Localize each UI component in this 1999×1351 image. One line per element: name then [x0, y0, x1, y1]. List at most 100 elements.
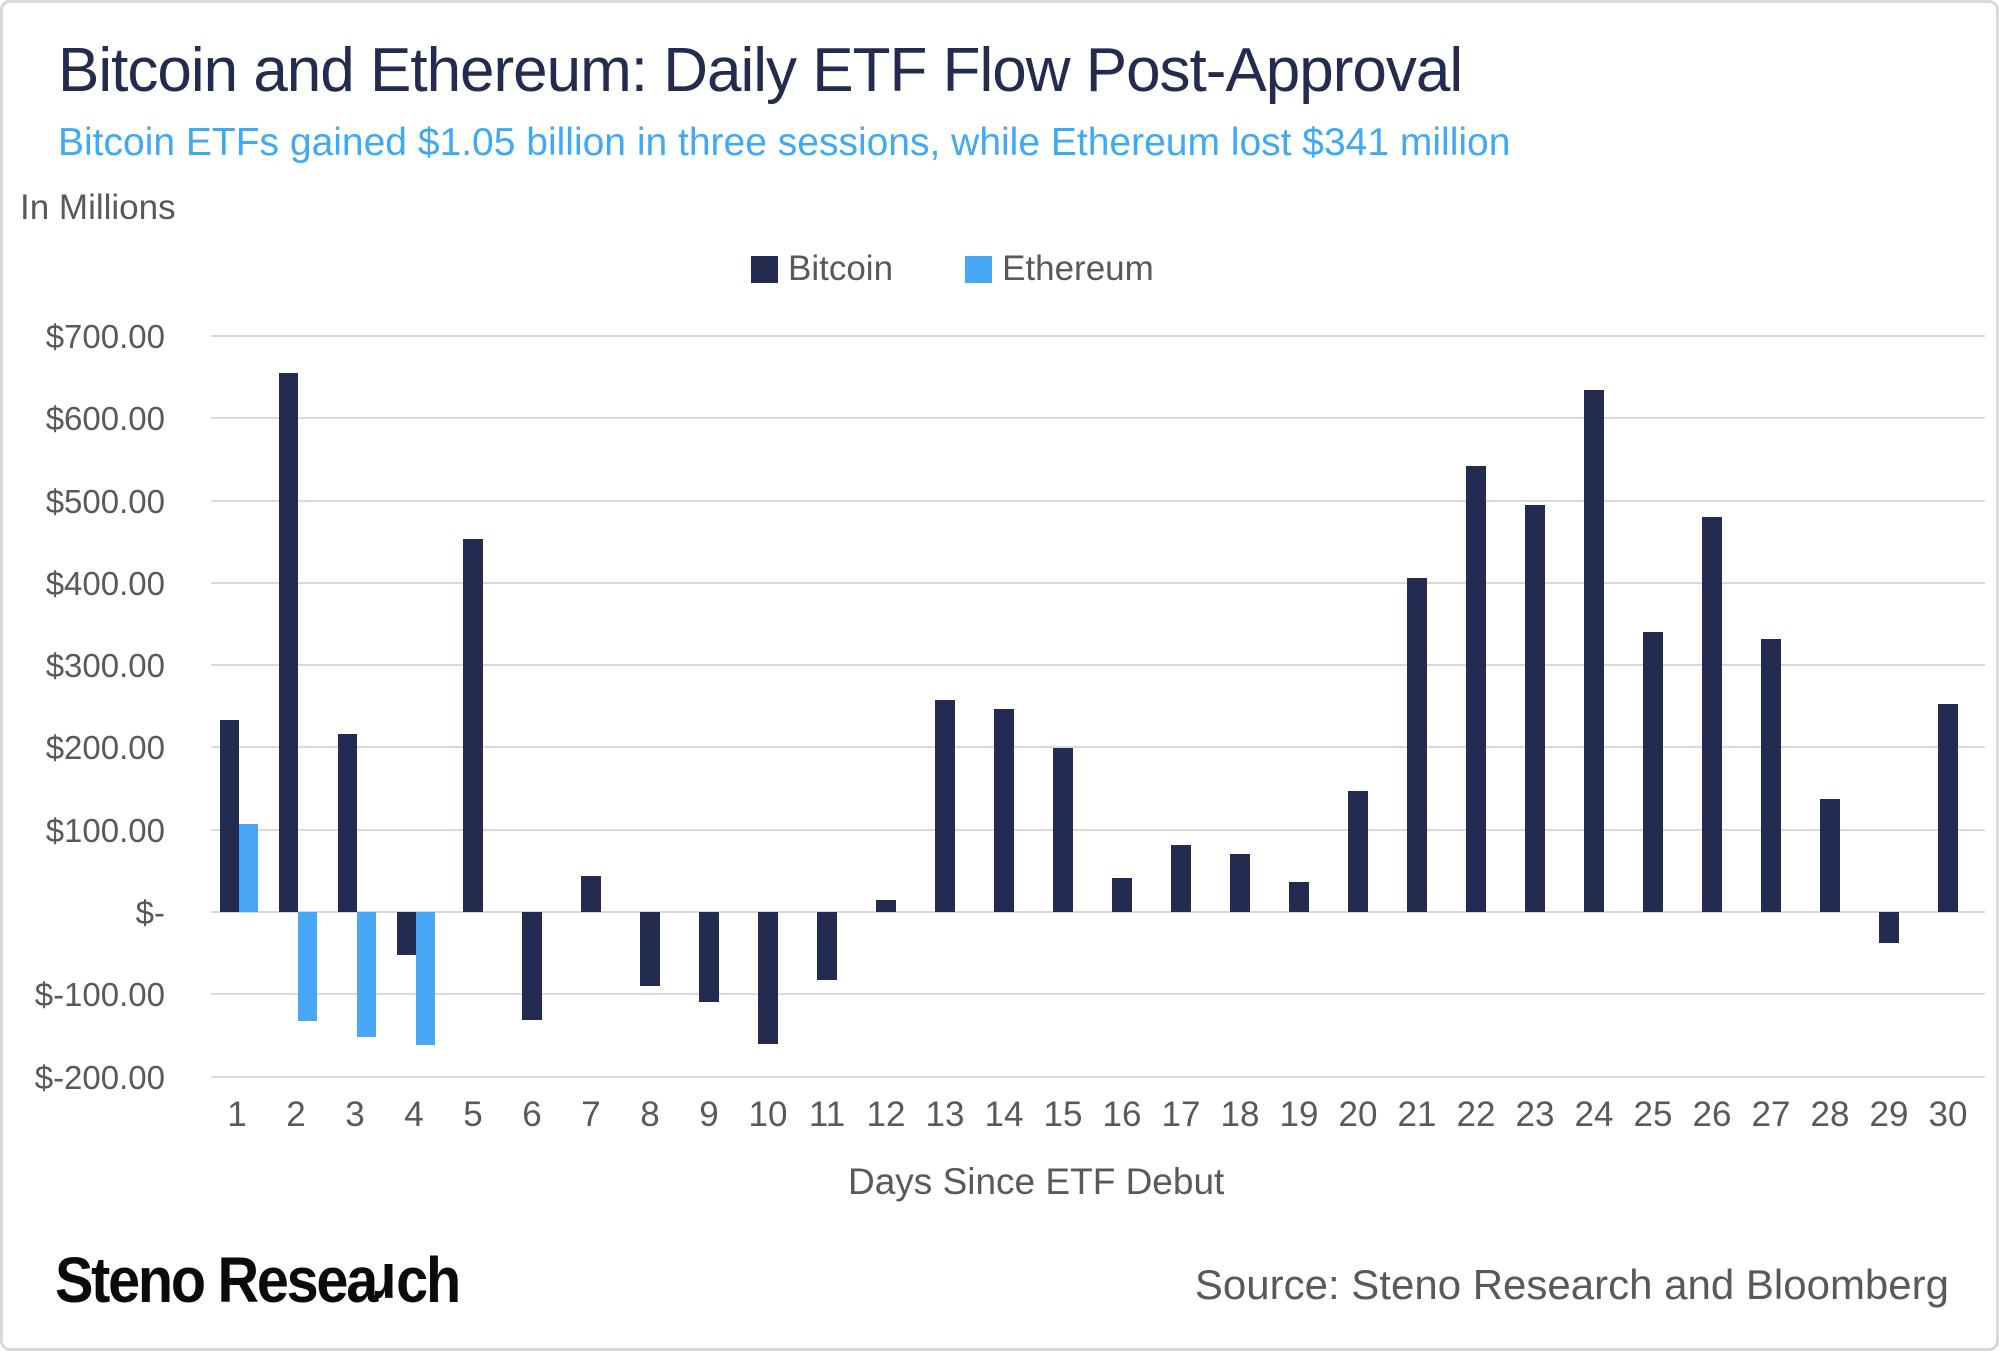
bar-bitcoin-day-3	[337, 734, 357, 912]
bar-bitcoin-day-6	[522, 912, 542, 1020]
x-tick-label-day-20: 20	[1338, 1095, 1378, 1134]
bar-bitcoin-day-7	[581, 875, 601, 912]
bar-bitcoin-day-27	[1761, 638, 1781, 912]
bar-bitcoin-day-23	[1525, 505, 1545, 912]
bar-bitcoin-day-8	[640, 912, 660, 987]
x-tick-label-day-18: 18	[1220, 1095, 1260, 1134]
bar-bitcoin-day-26	[1702, 516, 1722, 912]
x-tick-label-day-10: 10	[748, 1095, 788, 1134]
bar-bitcoin-day-20	[1348, 791, 1368, 912]
bitcoin-legend-swatch	[751, 255, 778, 283]
bar-bitcoin-day-11	[817, 912, 837, 981]
gridline-600	[211, 417, 1985, 420]
bar-bitcoin-day-24	[1584, 390, 1604, 912]
y-tick-label--100: $-100.00	[34, 976, 165, 1014]
bar-ethereum-day-1	[238, 823, 258, 912]
chart-subtitle: Bitcoin ETFs gained $1.05 billion in thr…	[58, 121, 1511, 164]
y-tick-label-700: $700.00	[45, 317, 165, 355]
x-tick-label-day-19: 19	[1279, 1095, 1319, 1134]
bar-bitcoin-day-10	[758, 912, 778, 1044]
x-tick-label-day-14: 14	[984, 1095, 1024, 1134]
x-tick-label-day-15: 15	[1043, 1095, 1083, 1134]
x-tick-label-day-11: 11	[808, 1095, 846, 1134]
x-tick-label-day-24: 24	[1574, 1095, 1614, 1134]
x-tick-label-day-23: 23	[1515, 1095, 1555, 1134]
x-tick-label-day-27: 27	[1751, 1095, 1791, 1134]
bar-ethereum-day-2	[297, 912, 317, 1022]
gridline-400	[211, 581, 1985, 584]
legend: Bitcoin Ethereum	[751, 249, 1154, 289]
legend-item-ethereum: Ethereum	[965, 249, 1154, 289]
bar-bitcoin-day-12	[876, 899, 896, 912]
x-tick-label-day-3: 3	[345, 1095, 365, 1134]
x-tick-label-day-9: 9	[699, 1095, 719, 1134]
y-tick-label-500: $500.00	[45, 482, 165, 520]
bar-bitcoin-day-15	[1053, 748, 1073, 912]
gridline--200	[211, 1075, 1985, 1078]
legend-label: Ethereum	[1002, 249, 1154, 288]
bar-bitcoin-day-25	[1643, 632, 1663, 912]
x-tick-label-day-17: 17	[1161, 1095, 1201, 1134]
bar-bitcoin-day-29	[1879, 912, 1899, 944]
y-tick-label-100: $100.00	[45, 811, 165, 849]
chart-title: Bitcoin and Ethereum: Daily ETF Flow Pos…	[58, 36, 1463, 105]
bar-bitcoin-day-19	[1289, 881, 1309, 912]
x-tick-label-day-7: 7	[581, 1095, 601, 1134]
y-tick-label-600: $600.00	[45, 400, 165, 438]
x-tick-label-day-6: 6	[522, 1095, 542, 1134]
x-tick-label-day-21: 21	[1397, 1095, 1437, 1134]
bar-bitcoin-day-9	[699, 912, 719, 1002]
gridline-100	[211, 828, 1985, 831]
gridline--100	[211, 993, 1985, 996]
bar-bitcoin-day-30	[1938, 703, 1958, 912]
y-tick-label-400: $400.00	[45, 564, 165, 602]
y-tick-label-300: $300.00	[45, 647, 165, 685]
bar-ethereum-day-3	[356, 912, 376, 1038]
gridline-200	[211, 746, 1985, 749]
logo-flipped-letter: r	[375, 1250, 397, 1322]
logo-text-prefix: Steno Resea	[55, 1244, 378, 1316]
bar-bitcoin-day-21	[1407, 577, 1427, 912]
bar-bitcoin-day-16	[1112, 878, 1132, 912]
y-tick-label--200: $-200.00	[34, 1058, 165, 1096]
x-tick-label-day-1: 1	[227, 1095, 247, 1134]
ethereum-legend-swatch	[965, 255, 993, 283]
bar-bitcoin-day-17	[1171, 844, 1191, 912]
bar-bitcoin-day-5	[463, 539, 483, 912]
legend-label: Bitcoin	[788, 249, 894, 288]
bar-bitcoin-day-28	[1820, 799, 1840, 912]
x-tick-label-day-30: 30	[1928, 1095, 1968, 1134]
bar-bitcoin-day-22	[1466, 465, 1486, 912]
x-tick-label-day-12: 12	[866, 1095, 906, 1134]
source-attribution: Source: Steno Research and Bloomberg	[1194, 1261, 1949, 1308]
gridline-700	[211, 334, 1985, 337]
logo-text-suffix: ch	[396, 1244, 461, 1316]
x-tick-label-day-4: 4	[404, 1095, 424, 1134]
gridline-0	[211, 911, 1985, 913]
x-tick-label-day-28: 28	[1810, 1095, 1850, 1134]
bar-bitcoin-day-2	[278, 372, 298, 912]
x-tick-label-day-13: 13	[925, 1095, 965, 1134]
gridline-500	[211, 499, 1985, 502]
x-tick-label-day-16: 16	[1102, 1095, 1142, 1134]
x-tick-label-day-2: 2	[286, 1095, 306, 1134]
bar-bitcoin-day-13	[935, 700, 955, 912]
steno-research-logo: Steno Research	[55, 1243, 461, 1322]
bar-bitcoin-day-18	[1230, 854, 1250, 912]
legend-item-bitcoin: Bitcoin	[751, 249, 893, 289]
bar-bitcoin-day-1	[219, 720, 239, 912]
x-tick-label-day-29: 29	[1869, 1095, 1909, 1134]
x-tick-label-day-26: 26	[1692, 1095, 1732, 1134]
x-tick-label-day-25: 25	[1633, 1095, 1673, 1134]
y-axis-units-label: In Millions	[20, 188, 176, 227]
gridline-300	[211, 664, 1985, 667]
plot-area: $700.00 $600.00 $500.00 $400.00 $300.00 $200.…	[3, 3, 1996, 1348]
x-tick-label-day-8: 8	[640, 1095, 660, 1134]
x-tick-label-day-5: 5	[463, 1095, 483, 1134]
x-axis-title: Days Since ETF Debut	[848, 1161, 1225, 1202]
bar-bitcoin-day-4	[396, 912, 416, 955]
y-tick-label-200: $200.00	[45, 729, 165, 767]
x-tick-label-day-22: 22	[1456, 1095, 1496, 1134]
bar-ethereum-day-4	[415, 912, 435, 1046]
